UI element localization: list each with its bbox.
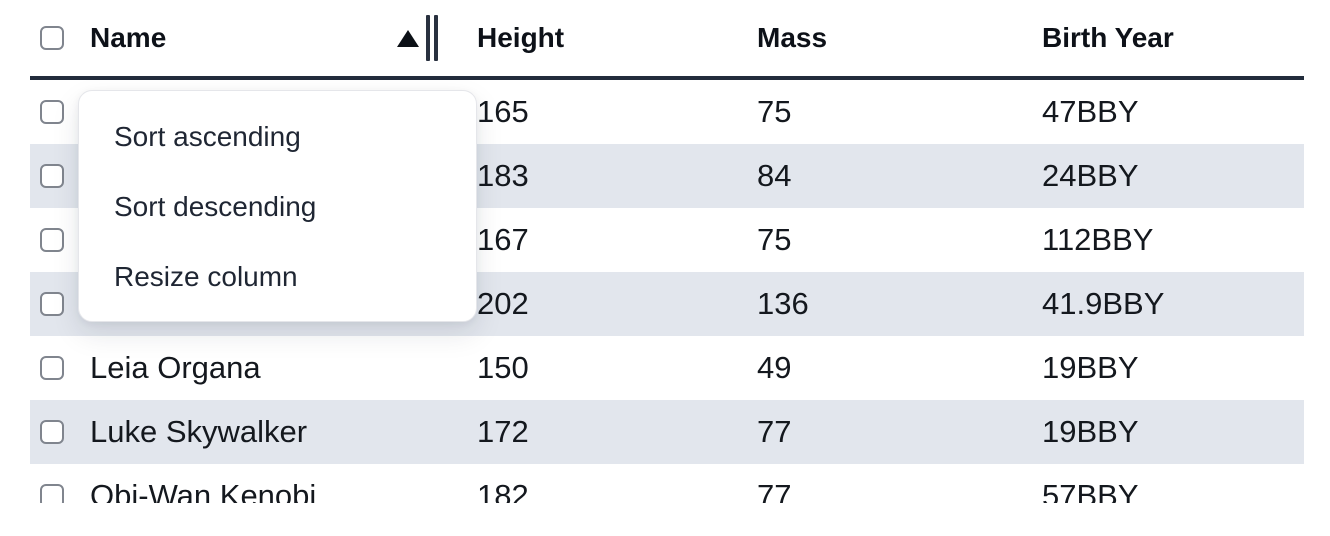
cell-birth-year: 24BBY	[1042, 158, 1139, 193]
cell-height: 202	[477, 286, 529, 321]
row-checkbox-cell	[30, 464, 78, 503]
row-checkbox[interactable]	[40, 292, 64, 316]
cell-height: 183	[477, 158, 529, 193]
column-resize-handle-icon[interactable]	[426, 15, 438, 61]
cell-mass-wrap: 84	[725, 144, 1010, 208]
cell-height-wrap: 183	[441, 144, 725, 208]
row-checkbox-cell	[30, 80, 78, 144]
cell-mass-wrap: 77	[725, 464, 1010, 503]
menu-item-sort-descending[interactable]: Sort descending	[114, 191, 317, 222]
cell-mass-wrap: 77	[725, 400, 1010, 464]
row-checkbox-cell	[30, 336, 78, 400]
cell-height: 165	[477, 94, 529, 129]
cell-mass: 75	[757, 222, 792, 257]
cell-birth-year-wrap: 112BBY	[1010, 208, 1304, 272]
row-checkbox-cell	[30, 208, 78, 272]
table-row[interactable]: 202 136 41.9BBY	[30, 272, 1304, 336]
row-checkbox[interactable]	[40, 420, 64, 444]
cell-mass: 77	[757, 414, 792, 449]
column-header-name[interactable]: Name	[78, 0, 441, 76]
row-checkbox-cell	[30, 272, 78, 336]
cell-birth-year-wrap: 24BBY	[1010, 144, 1304, 208]
header-checkbox-cell	[30, 0, 78, 76]
cell-birth-year: 57BBY	[1042, 478, 1139, 503]
cell-height-wrap: 150	[441, 336, 725, 400]
table-header-row: Name Height Mass Birth Year	[30, 0, 1304, 80]
cell-height-wrap: 165	[441, 80, 725, 144]
cell-birth-year: 47BBY	[1042, 94, 1139, 129]
cell-birth-year: 41.9BBY	[1042, 286, 1165, 321]
row-checkbox[interactable]	[40, 164, 64, 188]
table-viewport: Name Height Mass Birth Year 165 75	[30, 0, 1304, 503]
column-header-height[interactable]: Height	[441, 0, 725, 76]
cell-height-wrap: 182	[441, 464, 725, 503]
cell-birth-year: 19BBY	[1042, 414, 1139, 449]
column-header-mass[interactable]: Mass	[725, 0, 1010, 76]
cell-name-wrap: Leia Organa	[78, 336, 441, 400]
cell-birth-year-wrap: 47BBY	[1010, 80, 1304, 144]
cell-height-wrap: 172	[441, 400, 725, 464]
cell-mass-wrap: 75	[725, 208, 1010, 272]
column-header-birth-year-label: Birth Year	[1042, 22, 1174, 53]
column-header-mass-label: Mass	[757, 22, 828, 53]
cell-birth-year-wrap: 19BBY	[1010, 336, 1304, 400]
table-row[interactable]: Leia Organa 150 49 19BBY	[30, 336, 1304, 400]
table-body: 165 75 47BBY 183 84 24BBY	[30, 80, 1304, 503]
characters-table: Name Height Mass Birth Year 165 75	[30, 0, 1304, 503]
cell-birth-year-wrap: 41.9BBY	[1010, 272, 1304, 336]
cell-mass-wrap: 49	[725, 336, 1010, 400]
select-all-checkbox[interactable]	[40, 26, 64, 50]
cell-birth-year: 19BBY	[1042, 350, 1139, 385]
menu-item-sort-ascending[interactable]: Sort ascending	[114, 121, 301, 152]
cell-birth-year-wrap: 19BBY	[1010, 400, 1304, 464]
cell-name: Luke Skywalker	[90, 414, 308, 449]
cell-height-wrap: 202	[441, 272, 725, 336]
cell-name-wrap: Obi-Wan Kenobi	[78, 464, 441, 503]
table-row[interactable]: 165 75 47BBY	[30, 80, 1304, 144]
cell-mass: 84	[757, 158, 792, 193]
cell-name: Leia Organa	[90, 350, 261, 385]
row-checkbox-cell	[30, 400, 78, 464]
row-checkbox-cell	[30, 144, 78, 208]
cell-height: 167	[477, 222, 529, 257]
cell-mass: 75	[757, 94, 792, 129]
cell-height: 150	[477, 350, 529, 385]
cell-height: 172	[477, 414, 529, 449]
column-context-menu: Sort ascending Sort descending Resize co…	[78, 90, 477, 322]
column-header-name-label: Name	[90, 22, 167, 53]
table-row[interactable]: 167 75 112BBY	[30, 208, 1304, 272]
row-checkbox[interactable]	[40, 484, 64, 503]
column-header-height-label: Height	[477, 22, 565, 53]
table-row[interactable]: Luke Skywalker 172 77 19BBY	[30, 400, 1304, 464]
cell-mass: 136	[757, 286, 809, 321]
table-row[interactable]: Obi-Wan Kenobi 182 77 57BBY	[30, 464, 1304, 503]
menu-item-resize-column[interactable]: Resize column	[114, 261, 298, 292]
cell-mass: 77	[757, 478, 792, 503]
sort-ascending-icon	[397, 29, 419, 47]
cell-name-wrap: Luke Skywalker	[78, 400, 441, 464]
row-checkbox[interactable]	[40, 100, 64, 124]
cell-mass: 49	[757, 350, 792, 385]
cell-birth-year-wrap: 57BBY	[1010, 464, 1304, 503]
cell-height: 182	[477, 478, 529, 503]
cell-mass-wrap: 75	[725, 80, 1010, 144]
row-checkbox[interactable]	[40, 356, 64, 380]
column-header-birth-year[interactable]: Birth Year	[1010, 0, 1304, 76]
cell-birth-year: 112BBY	[1042, 222, 1154, 257]
cell-height-wrap: 167	[441, 208, 725, 272]
cell-name: Obi-Wan Kenobi	[90, 478, 317, 503]
cell-mass-wrap: 136	[725, 272, 1010, 336]
row-checkbox[interactable]	[40, 228, 64, 252]
